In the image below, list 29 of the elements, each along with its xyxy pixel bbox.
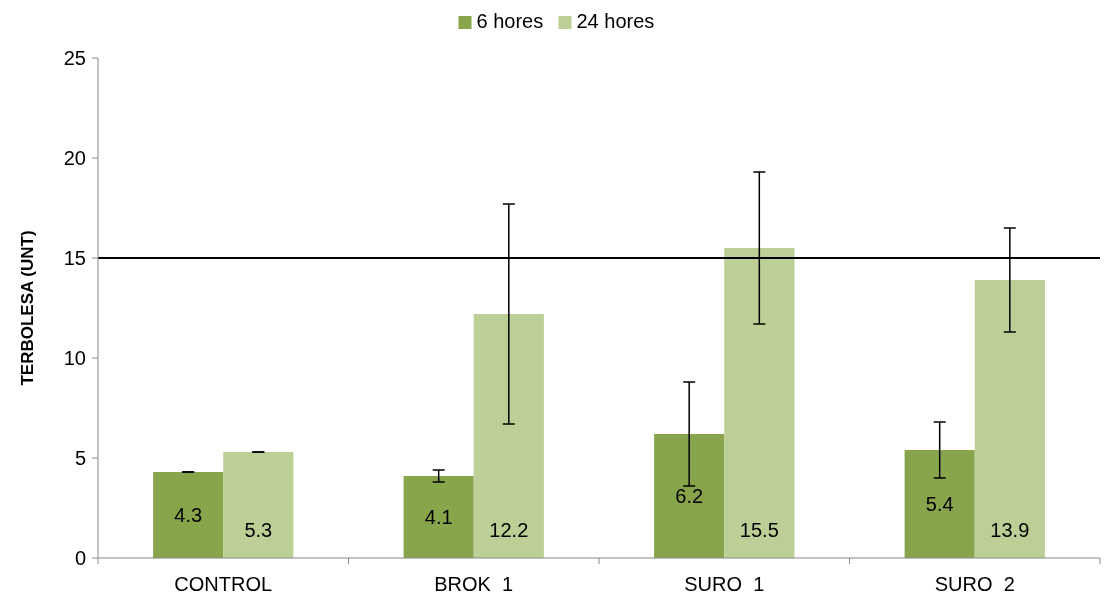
y-tick-label: 10 [63, 347, 86, 369]
bar [654, 434, 725, 558]
data-label: 12.2 [489, 519, 529, 541]
y-axis-title: TERBOLESA (UNT) [18, 230, 37, 386]
y-tick-label: 0 [74, 547, 86, 569]
x-tick-label: CONTROL [174, 573, 273, 595]
data-label: 6.2 [675, 485, 704, 507]
legend-label: 6 hores [476, 10, 544, 32]
legend-label: 24 hores [576, 10, 655, 32]
data-label: 13.9 [990, 519, 1030, 541]
data-label: 4.1 [424, 506, 453, 528]
data-label: 5.3 [244, 519, 273, 541]
x-tick-label: SURO 1 [684, 573, 765, 595]
bar [904, 450, 975, 558]
y-tick-label: 15 [63, 247, 86, 269]
y-tick-label: 5 [74, 447, 86, 469]
bar [153, 472, 224, 558]
bar [974, 280, 1045, 558]
x-tick-label: BROK 1 [434, 573, 514, 595]
data-label: 5.4 [925, 493, 954, 515]
bar [724, 248, 795, 558]
x-tick-label: SURO 2 [934, 573, 1015, 595]
bar [223, 452, 294, 558]
y-tick-label: 25 [63, 47, 86, 69]
bar [403, 476, 474, 558]
y-tick-label: 20 [63, 147, 86, 169]
data-label: 4.3 [174, 504, 203, 526]
data-label: 15.5 [739, 519, 779, 541]
bar [473, 314, 544, 558]
